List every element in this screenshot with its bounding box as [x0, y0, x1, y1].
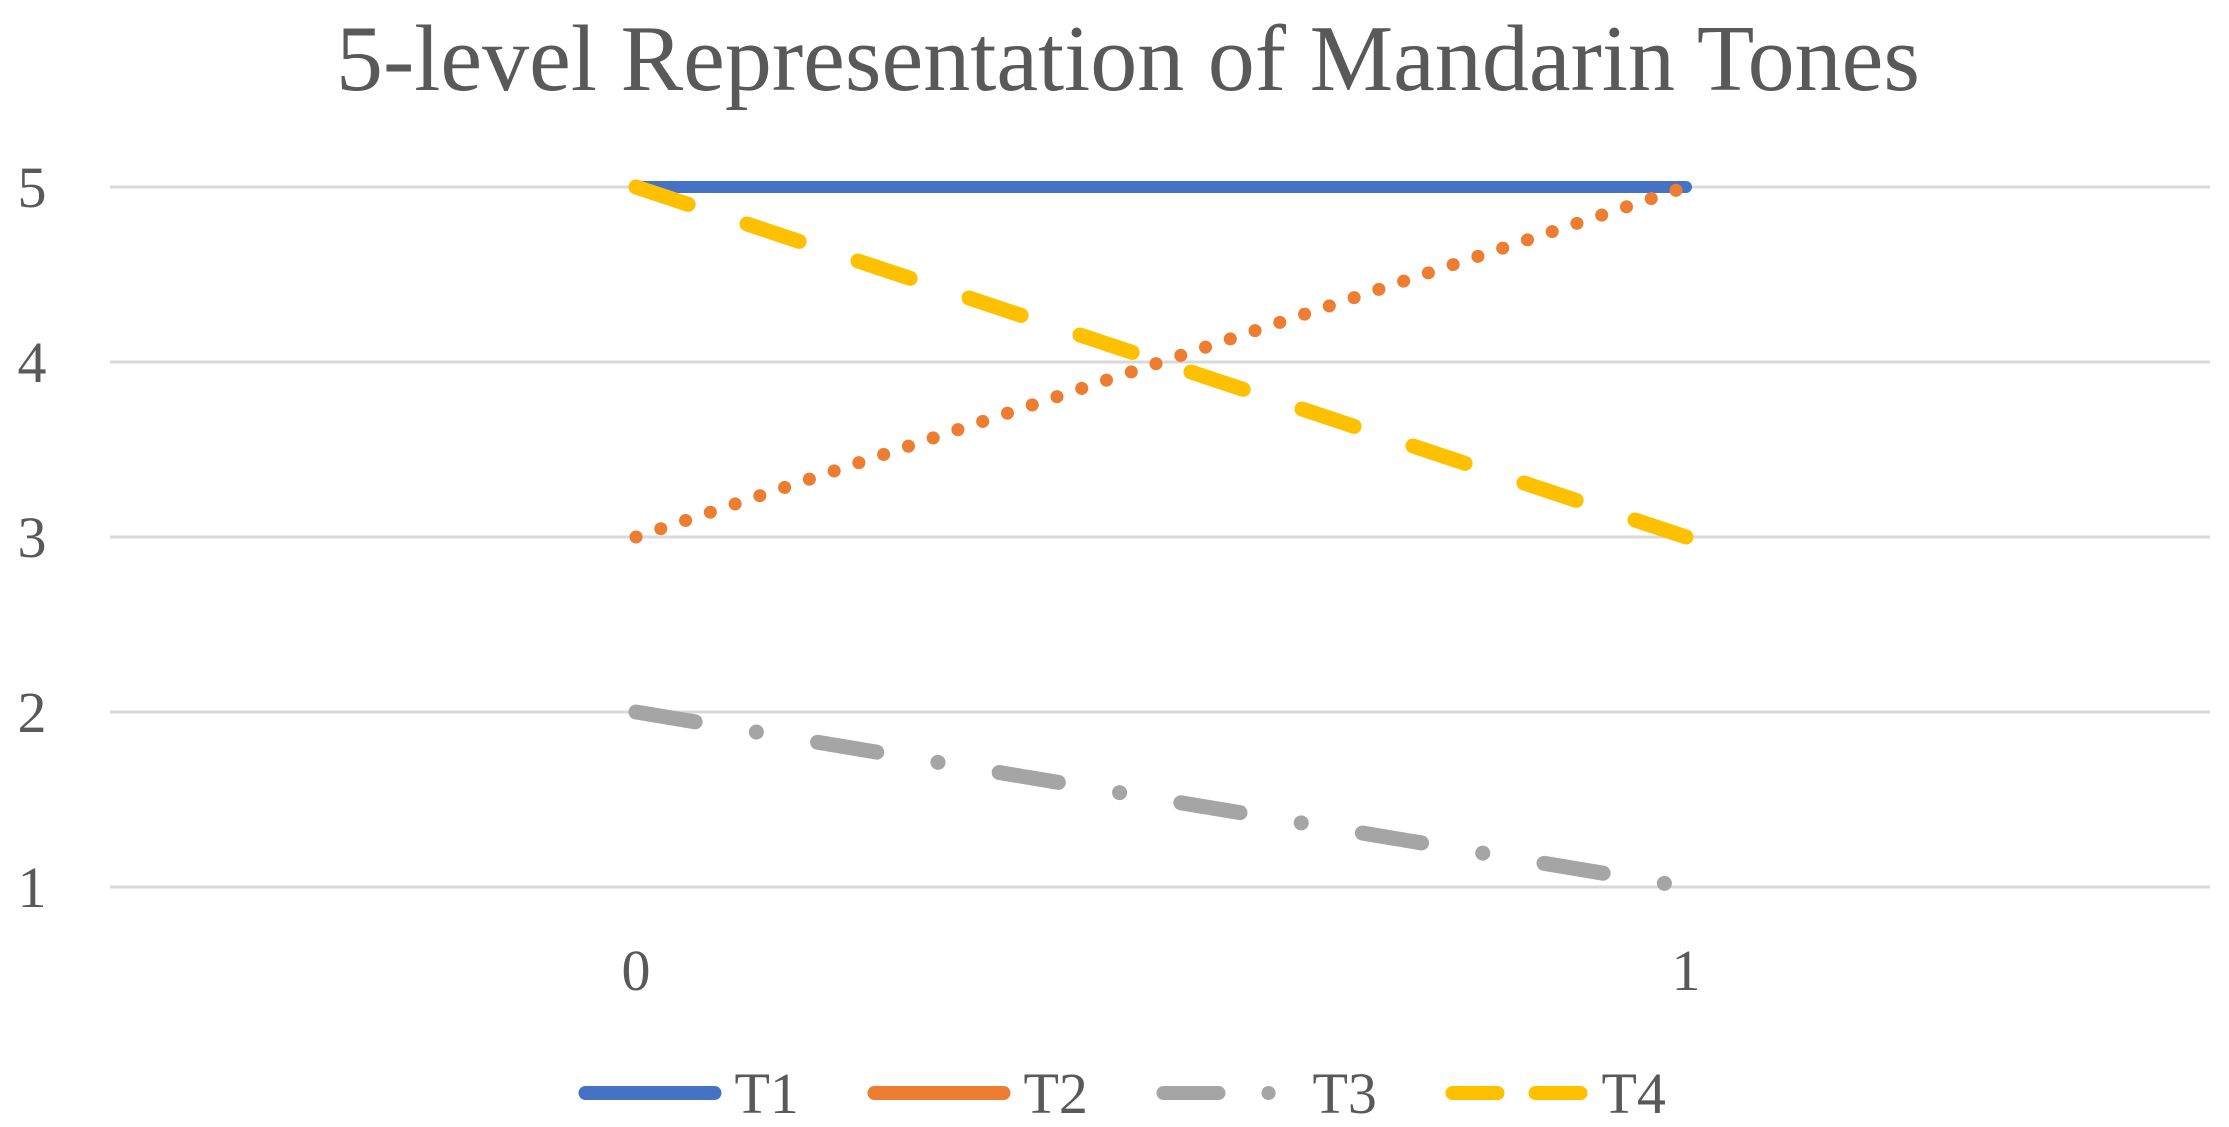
- series-lines: [628, 179, 1694, 895]
- y-tick-label-4: 4: [18, 330, 47, 395]
- legend-item-t1: T1: [578, 1061, 799, 1126]
- y-tick-label-1: 1: [18, 855, 47, 920]
- chart-title: 5-level Representation of Mandarin Tones: [336, 7, 1920, 111]
- legend-label-t3: T3: [1313, 1061, 1377, 1126]
- legend-label-t2: T2: [1024, 1061, 1088, 1126]
- series-line-t3: [628, 704, 1694, 895]
- legend-label-t4: T4: [1602, 1061, 1666, 1126]
- legend: T1 T2 T3 T4: [578, 1061, 1666, 1126]
- gridlines: [110, 185, 2210, 889]
- y-axis-tick-labels: 5 4 3 2 1: [18, 155, 47, 920]
- y-tick-label-2: 2: [18, 680, 47, 745]
- x-tick-label-0: 0: [622, 938, 651, 1003]
- legend-item-t2: T2: [867, 1061, 1088, 1126]
- legend-label-t1: T1: [735, 1061, 799, 1126]
- y-tick-label-5: 5: [18, 155, 47, 220]
- y-tick-label-3: 3: [18, 505, 47, 570]
- legend-item-t3: T3: [1156, 1061, 1377, 1126]
- x-tick-label-1: 1: [1672, 938, 1701, 1003]
- legend-item-t4: T4: [1445, 1061, 1666, 1126]
- series-line-t2: [629, 180, 1693, 544]
